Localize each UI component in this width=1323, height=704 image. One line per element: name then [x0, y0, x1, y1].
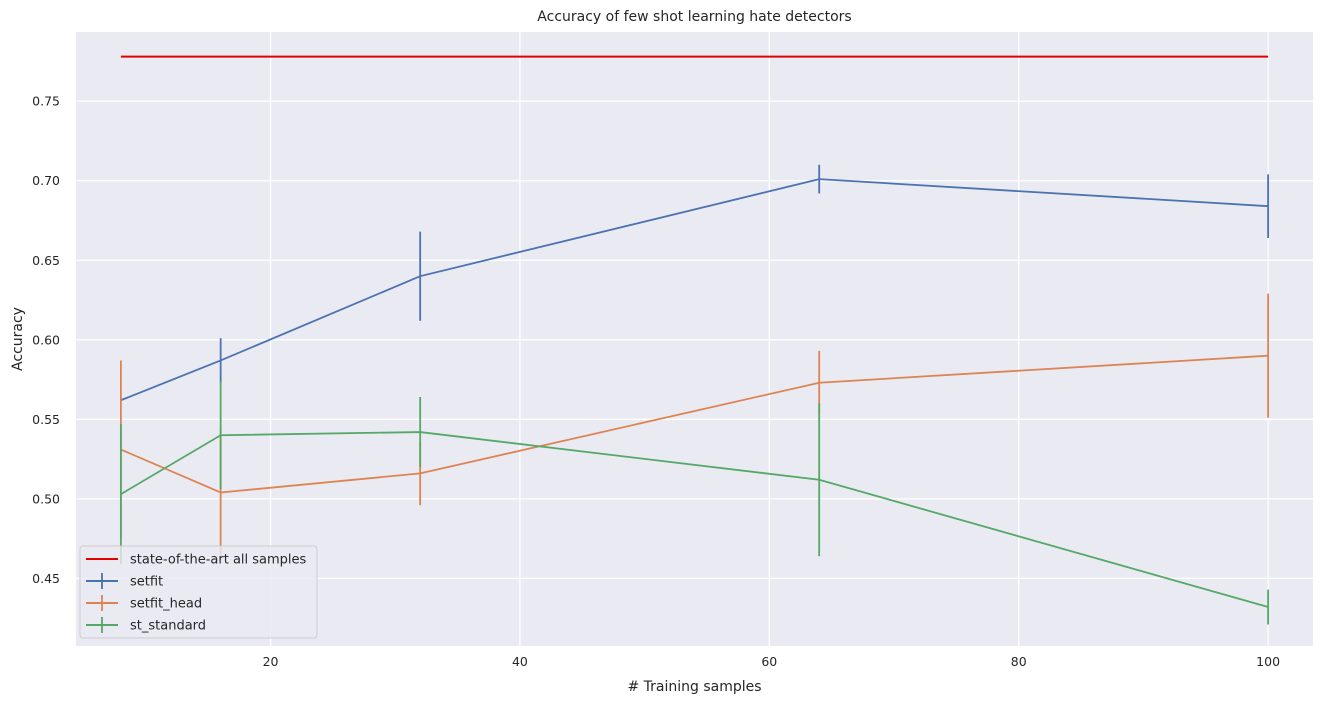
x-tick-label: 100: [1256, 654, 1280, 669]
legend-label: state-of-the-art all samples: [130, 553, 307, 568]
legend-label: setfit: [130, 575, 163, 590]
ticks: 20 40 60 80 100 0.45 0.50 0.55 0.60 0.65 0.70 0.75: [32, 94, 1280, 669]
y-axis-label: Accuracy: [10, 307, 26, 371]
y-tick-label: 0.55: [32, 412, 60, 427]
y-tick-label: 0.50: [32, 491, 60, 506]
x-axis-label: # Training samples: [627, 679, 761, 695]
chart-title: Accuracy of few shot learning hate detec…: [537, 9, 851, 25]
y-tick-label: 0.65: [32, 253, 60, 268]
x-tick-label: 60: [761, 654, 777, 669]
y-tick-label: 0.75: [32, 94, 60, 109]
plot-area: [76, 32, 1313, 646]
legend-label: st_standard: [130, 619, 206, 634]
y-tick-label: 0.60: [32, 332, 60, 347]
series-layer: [119, 55, 1270, 625]
y-tick-label: 0.70: [32, 173, 60, 188]
x-tick-label: 40: [512, 654, 528, 669]
legend: state-of-the-art all samples setfit setfit…: [79, 545, 318, 639]
y-tick-label: 0.45: [32, 571, 60, 586]
x-tick-label: 20: [263, 654, 279, 669]
x-tick-label: 80: [1011, 654, 1027, 669]
legend-label: setfit_head: [130, 597, 202, 612]
legend-box: [79, 545, 318, 639]
grid: [76, 32, 1313, 646]
